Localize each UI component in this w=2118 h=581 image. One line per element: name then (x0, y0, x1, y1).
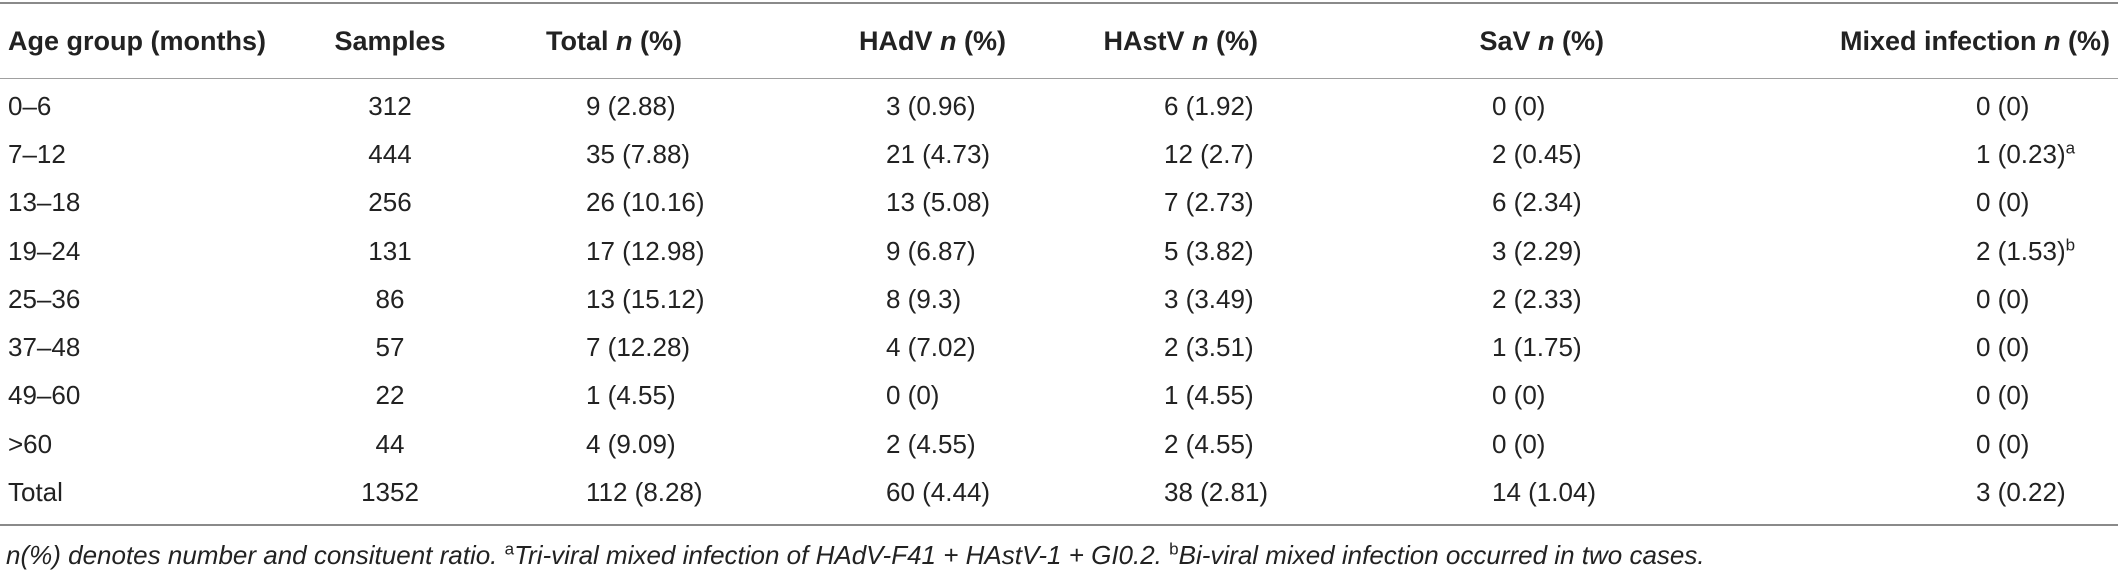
cell-hadv: 0 (0) (886, 380, 940, 411)
cell-hastv: 7 (2.73) (1164, 187, 1254, 218)
cell-hastv: 38 (2.81) (1164, 477, 1269, 508)
cell-age-group: 37–48 (8, 332, 81, 363)
header-total: Total n (%) (546, 25, 682, 56)
table-row: 0–6 312 9 (2.88) 3 (0.96) 6 (1.92) 0 (0) 0 (0) (0, 78, 2118, 130)
table-row: 7–12 444 35 (7.88) 21 (4.73) 12 (2.7) 2 (0.45… (0, 130, 2118, 178)
cell-age-group: 49–60 (8, 380, 81, 411)
cell-samples: 312 (368, 90, 412, 121)
cell-hadv: 13 (5.08) (886, 187, 991, 218)
cell-hadv: 8 (9.3) (886, 283, 962, 314)
header-hastv: HAstV n (%) (1103, 25, 1258, 56)
cell-hastv: 12 (2.7) (1164, 138, 1254, 169)
cell-hadv: 21 (4.73) (886, 138, 991, 169)
cell-mixed-infection: 2 (1.53)b (1976, 234, 2076, 266)
table-row: 25–36 86 13 (15.12) 8 (9.3) 3 (3.49) 2 (2.33)… (0, 275, 2118, 323)
cell-age-group: 0–6 (8, 90, 52, 121)
cell-age-group: 25–36 (8, 283, 81, 314)
footnote-marker-a: a (504, 539, 515, 559)
table-row: Total 1352 112 (8.28) 60 (4.44) 38 (2.81) 14 … (0, 468, 2118, 516)
cell-sav: 14 (1.04) (1492, 477, 1597, 508)
footnote-marker: b (2065, 234, 2076, 254)
cell-age-group: 13–18 (8, 187, 81, 218)
cell-total: 13 (15.12) (586, 283, 705, 314)
cell-sav: 3 (2.29) (1492, 235, 1582, 266)
cell-hastv: 3 (3.49) (1164, 283, 1254, 314)
table-row: 13–18 256 26 (10.16) 13 (5.08) 7 (2.73) 6 (2.… (0, 179, 2118, 227)
cell-mixed-infection: 1 (0.23)a (1976, 138, 2076, 169)
cell-total: 9 (2.88) (586, 90, 676, 121)
cell-samples: 131 (368, 235, 412, 266)
header-samples: Samples (334, 25, 446, 56)
cell-hastv: 2 (3.51) (1164, 332, 1254, 363)
cell-sav: 0 (0) (1492, 380, 1546, 411)
header-rule (0, 78, 2118, 79)
footnote-text-1: n(%) denotes number and consituent ratio… (6, 540, 505, 570)
cell-age-group: 19–24 (8, 235, 81, 266)
table-footnote: n(%) denotes number and consituent ratio… (6, 540, 1705, 571)
cell-sav: 1 (1.75) (1492, 332, 1582, 363)
cell-total: 17 (12.98) (586, 235, 705, 266)
cell-total: 7 (12.28) (586, 332, 691, 363)
cell-sav: 0 (0) (1492, 90, 1546, 121)
cell-samples: 44 (375, 428, 405, 459)
cell-hastv: 1 (4.55) (1164, 380, 1254, 411)
header-sav: SaV n (%) (1479, 25, 1604, 56)
cell-total: 112 (8.28) (586, 477, 703, 508)
cell-age-group: >60 (8, 428, 53, 459)
cell-hadv: 9 (6.87) (886, 235, 976, 266)
table-row: >60 44 4 (9.09) 2 (4.55) 2 (4.55) 0 (0) 0 (0) (0, 420, 2118, 468)
cell-mixed-infection: 0 (0) (1976, 187, 2030, 218)
cell-hastv: 5 (3.82) (1164, 235, 1254, 266)
header-hadv: HAdV n (%) (859, 25, 1006, 56)
cell-samples: 256 (368, 187, 412, 218)
footnote-marker: a (2065, 138, 2076, 158)
cell-mixed-infection: 3 (0.22) (1976, 477, 2066, 508)
bottom-rule (0, 524, 2118, 526)
cell-mixed-infection: 0 (0) (1976, 283, 2030, 314)
footnote-marker-b: b (1169, 539, 1179, 559)
header-age-group: Age group (months) (8, 25, 266, 56)
cell-sav: 2 (2.33) (1492, 283, 1582, 314)
cell-sav: 0 (0) (1492, 428, 1546, 459)
cell-samples: 57 (375, 332, 405, 363)
cell-mixed-infection: 0 (0) (1976, 332, 2030, 363)
cell-total: 4 (9.09) (586, 428, 676, 459)
top-rule (0, 2, 2118, 4)
data-table: Age group (months) Samples Total n (%) H… (0, 4, 2118, 517)
cell-samples: 86 (375, 283, 405, 314)
table-row: 37–48 57 7 (12.28) 4 (7.02) 2 (3.51) 1 (1.75)… (0, 323, 2118, 371)
cell-hadv: 60 (4.44) (886, 477, 991, 508)
cell-mixed-infection: 0 (0) (1976, 380, 2030, 411)
header-row: Age group (months) Samples Total n (%) H… (0, 4, 2118, 78)
cell-hadv: 2 (4.55) (886, 428, 976, 459)
cell-hastv: 2 (4.55) (1164, 428, 1254, 459)
cell-hadv: 3 (0.96) (886, 90, 976, 121)
cell-age-group: Total (8, 477, 63, 508)
cell-sav: 6 (2.34) (1492, 187, 1582, 218)
cell-mixed-infection: 0 (0) (1976, 90, 2030, 121)
header-mixed-infection: Mixed infection n (%) (1839, 25, 2110, 56)
footnote-text-3: Bi-viral mixed infection occurred in two… (1178, 540, 1705, 570)
cell-total: 26 (10.16) (586, 187, 705, 218)
cell-samples: 22 (375, 380, 405, 411)
cell-age-group: 7–12 (8, 138, 66, 169)
cell-total: 35 (7.88) (586, 138, 691, 169)
cell-sav: 2 (0.45) (1492, 138, 1582, 169)
footnote-text-2: Tri-viral mixed infection of HAdV-F41 + … (514, 540, 1170, 570)
cell-samples: 444 (368, 138, 412, 169)
table-row: 49–60 22 1 (4.55) 0 (0) 1 (4.55) 0 (0) 0 (0) (0, 372, 2118, 420)
cell-total: 1 (4.55) (586, 380, 676, 411)
cell-hastv: 6 (1.92) (1164, 90, 1254, 121)
cell-mixed-infection: 0 (0) (1976, 428, 2030, 459)
cell-samples: 1352 (361, 477, 419, 508)
cell-hadv: 4 (7.02) (886, 332, 976, 363)
table-body: 0–6 312 9 (2.88) 3 (0.96) 6 (1.92) 0 (0) 0 (0)… (0, 78, 2118, 517)
table-row: 19–24 131 17 (12.98) 9 (6.87) 5 (3.82) 3 (2.2… (0, 227, 2118, 275)
